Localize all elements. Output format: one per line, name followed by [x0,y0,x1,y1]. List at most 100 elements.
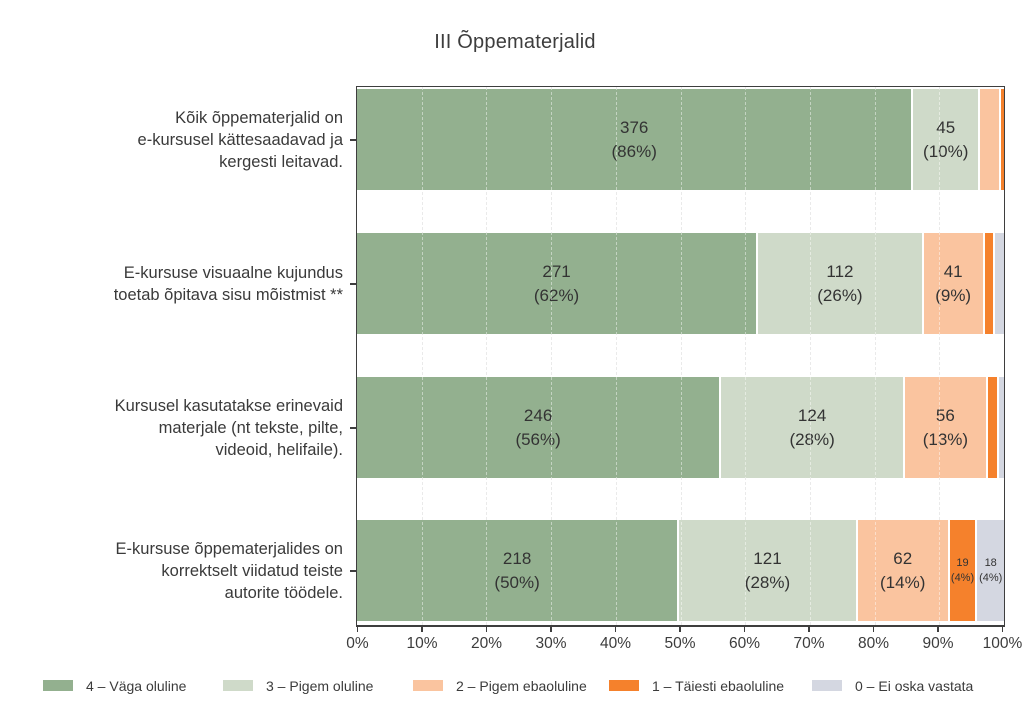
legend-label: 4 – Väga oluline [86,677,187,694]
gridline-overlay [745,87,747,625]
bar-segment: 18 (4%) [977,520,1004,621]
row-label-line: Kursusel kasutatakse erinevaid [114,397,343,415]
y-tick [350,139,356,141]
row-label: E-kursuse visuaalne kujundus toetab õpita… [13,262,343,306]
gridline-overlay [809,87,811,625]
row-label-line: materjale (nt tekste, pilte, [158,419,343,437]
legend-label: 1 – Täiesti ebaoluline [652,677,785,694]
segment-value: 121 [753,548,782,568]
segment-percent: (50%) [494,572,540,592]
row-label: Kõik õppematerjalid on e-kursusel kättesa… [13,107,343,173]
bar-segment-label: 62 (14%) [880,547,925,595]
segment-percent: (10%) [923,141,969,161]
legend-item: 1 – Täiesti ebaoluline [609,677,785,694]
gridline-overlay [939,87,941,625]
x-tick [421,626,423,632]
segment-percent: (4%) [979,571,1003,584]
row-label-line: E-kursuse õppematerjalides on [115,540,343,558]
x-tick-label: 10% [406,635,438,652]
segment-percent: (28%) [789,429,835,449]
gridline [939,87,941,625]
x-tick [808,626,810,632]
bar-segment-label: 19 (4%) [951,556,974,586]
x-tick-label: 0% [346,635,369,652]
x-tick [356,626,359,632]
gridline-overlay [615,87,617,625]
gridline-overlay [874,87,876,625]
legend-swatch [223,680,253,691]
x-tick [1001,626,1004,632]
x-tick-label: 60% [728,635,761,652]
bar-segment: 62 (14%) [857,520,950,621]
gridlines-over [357,87,1004,625]
bar-segment-label: 246 (56%) [515,404,560,452]
segment-value: 19 [956,556,969,569]
legend-swatch [812,680,842,691]
legend-swatch [609,680,639,691]
gridline [874,87,876,625]
bar-segment: 376 (86%) [357,89,914,190]
bar-segment-label: 56 (13%) [923,404,968,452]
bar-segment-label: 121 (28%) [745,547,790,595]
segment-value: 246 [523,405,553,425]
bar-segment: 121 (28%) [679,520,858,621]
segment-value: 45 [936,117,956,137]
gridline [615,87,617,625]
bar-segment [994,233,1004,334]
bars-layer: 376 (86%) 45 (10%) 271 (62%) 112 (26%) 41 (9%) 246… [357,87,1004,625]
segment-percent: (14%) [880,572,926,592]
bar-segment: 45 (10%) [913,89,981,190]
bar-segment: 112 (26%) [758,233,924,334]
row-label-line: videoid, helifaile). [215,441,344,459]
gridline-overlay [680,87,682,625]
segment-percent: (9%) [935,285,972,305]
bar-segment: 271 (62%) [357,233,759,334]
bar-row: 218 (50%) 121 (28%) 62 (14%) 19 (4%) 18 (4%) [357,520,1004,621]
row-label-line: Kõik õppematerjalid on [175,109,343,127]
y-tick [350,570,356,572]
y-tick [350,283,356,285]
x-tick [872,626,875,632]
bar-segment [999,377,1004,478]
legend-label: 2 – Pigem ebaoluline [456,677,587,694]
segment-value: 62 [893,548,913,568]
segment-value: 56 [935,405,955,425]
segment-percent: (86%) [611,141,657,161]
segment-percent: (28%) [744,572,791,592]
bar-row: 376 (86%) 45 (10%) [357,89,1004,190]
gridline [551,87,553,625]
legend-swatch [43,680,73,691]
segment-percent: (56%) [515,429,561,449]
bar-segment: 246 (56%) [357,377,722,478]
gridline [680,87,682,625]
segment-value: 18 [984,556,997,569]
chart-title: III Õppematerjalid [434,31,596,53]
legend-label: 0 – Ei oska vastata [855,677,974,694]
row-label-line: toetab õpitava sisu mõistmist ** [113,286,343,304]
legend-swatch [413,680,443,691]
x-tick [937,626,939,632]
legend-item: 4 – Väga oluline [43,677,187,694]
x-tick [679,626,681,632]
bar-row: 271 (62%) 112 (26%) 41 (9%) [357,233,1004,334]
x-tick [550,626,552,632]
segment-value: 376 [620,117,649,137]
legend-item: 2 – Pigem ebaoluline [413,677,587,694]
gridline [421,87,423,625]
bar-segment [987,377,1000,478]
segment-value: 218 [502,548,532,568]
gridline [809,87,811,625]
bar-segment-label: 124 (28%) [789,404,834,452]
bar-segment-label: 41 (9%) [935,260,971,308]
gridline [745,87,747,625]
bar-segment-label: 112 (26%) [817,260,862,308]
bar-segment-label: 45 (10%) [923,116,968,164]
x-tick-label: 70% [793,635,825,652]
bar-segment: 218 (50%) [357,520,680,621]
bar-segment: 19 (4%) [949,520,978,621]
bar-segment: 56 (13%) [904,377,988,478]
legend-item: 0 – Ei oska vastata [812,677,974,694]
row-label-line: e-kursusel kättesaadavad ja [137,131,343,149]
segment-value: 112 [826,261,854,281]
